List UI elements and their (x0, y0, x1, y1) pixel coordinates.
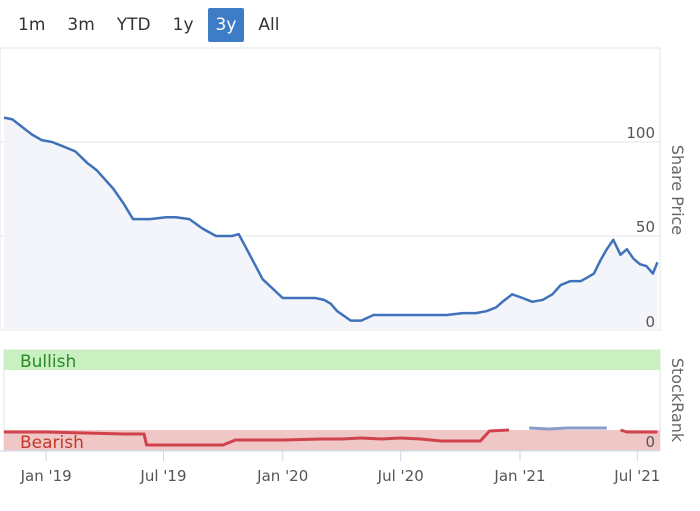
bearish-band-label: Bearish (20, 433, 84, 453)
price-y-tick-label: 50 (636, 218, 655, 236)
stockrank-series-line[interactable] (4, 428, 658, 447)
range-1m-button[interactable]: 1m (10, 8, 53, 42)
range-ytd-button[interactable]: YTD (109, 8, 159, 42)
range-1y-button[interactable]: 1y (165, 8, 202, 42)
price-series-line[interactable] (3, 116, 659, 322)
price-pane: 0 50 100 Share Price (0, 47, 687, 331)
x-tick-label: Jan '21 (493, 467, 545, 485)
x-tick-label: Jul '20 (377, 467, 424, 485)
range-all-button[interactable]: All (250, 8, 287, 42)
bullish-band (4, 350, 660, 370)
stockrank-series-line-upper (529, 426, 607, 431)
price-area-fill (4, 117, 658, 330)
x-tick-label: Jul '21 (613, 467, 660, 485)
price-axis-title: Share Price (668, 145, 687, 235)
price-y-tick-label: 100 (626, 124, 655, 142)
range-3y-button[interactable]: 3y (207, 8, 245, 42)
stockrank-axis-title: StockRank (668, 358, 687, 443)
x-axis: Jan '19 Jul '19 Jan '20 Jul '20 Jan '21 Jul '… (20, 451, 660, 485)
stockrank-y-axis: 0 (645, 433, 655, 451)
range-3m-button[interactable]: 3m (59, 8, 102, 42)
bullish-band-label: Bullish (20, 352, 76, 372)
stockrank-pane: Bullish Bearish 0 StockRank (3, 349, 687, 453)
x-tick-label: Jan '19 (20, 467, 72, 485)
x-tick-label: Jan '20 (256, 467, 308, 485)
range-selector: 1m 3m YTD 1y 3y All (10, 6, 294, 44)
x-tick-label: Jul '19 (139, 467, 186, 485)
stockrank-y-tick-label: 0 (645, 433, 655, 451)
price-y-axis: 0 50 100 (626, 124, 655, 331)
price-y-tick-label: 0 (645, 313, 655, 331)
